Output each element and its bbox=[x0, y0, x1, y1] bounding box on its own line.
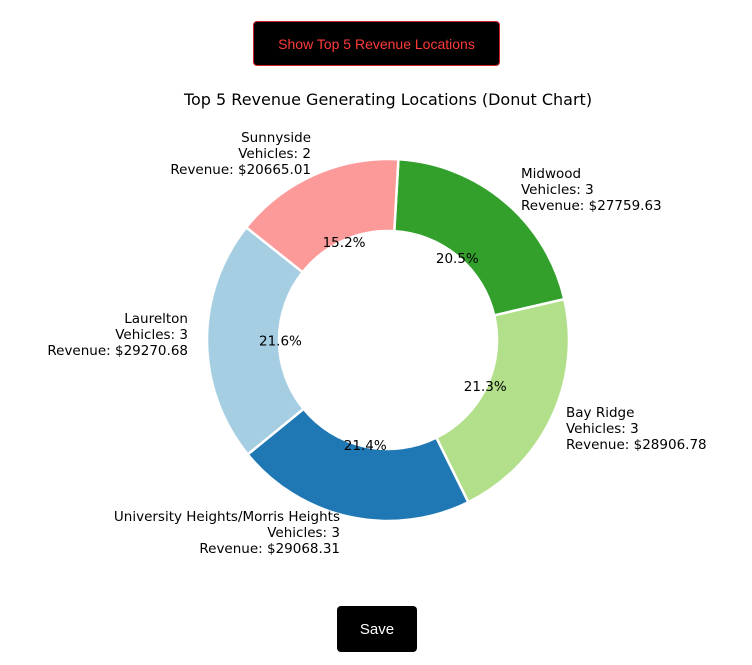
save-button[interactable]: Save bbox=[337, 606, 417, 652]
slice-vehicles-text: Vehicles: 3 bbox=[521, 182, 594, 198]
percent-label: 21.4% bbox=[344, 438, 387, 454]
slice-revenue-text: Revenue: $20665.01 bbox=[170, 162, 311, 178]
chart-title: Top 5 Revenue Generating Locations (Donu… bbox=[183, 90, 592, 109]
slice-outer-labels: Midwood Vehicles: 3 Revenue: $27759.63Bay … bbox=[47, 130, 706, 557]
slice-location-text: Laurelton bbox=[124, 311, 188, 327]
slice-label: Sunnyside Vehicles: 2 Revenue: $20665.01 bbox=[170, 130, 311, 178]
donut-slice-laurelton bbox=[205, 225, 306, 457]
slice-location-text: Sunnyside bbox=[241, 130, 311, 146]
percent-label: 21.6% bbox=[259, 334, 302, 350]
slice-vehicles-text: Vehicles: 3 bbox=[267, 525, 340, 541]
percent-labels: 20.5% 21.3% 21.4% 21.6% 15.2% bbox=[259, 235, 507, 454]
slice-vehicles-text: Vehicles: 3 bbox=[566, 421, 639, 437]
slice-revenue-text: Revenue: $29068.31 bbox=[199, 541, 340, 557]
slice-location-text: Midwood bbox=[521, 166, 581, 182]
show-top-5-revenue-locations-button[interactable]: Show Top 5 Revenue Locations bbox=[253, 21, 500, 66]
slice-revenue-text: Revenue: $27759.63 bbox=[521, 198, 662, 214]
slice-vehicles-text: Vehicles: 3 bbox=[115, 327, 188, 343]
percent-label: 15.2% bbox=[323, 235, 366, 251]
slice-location-text: University Heights/Morris Heights bbox=[114, 509, 340, 525]
slice-location-text: Bay Ridge bbox=[566, 405, 634, 421]
slice-revenue-text: Revenue: $28906.78 bbox=[566, 437, 707, 453]
donut-slices bbox=[205, 157, 571, 523]
donut-slice-university-heights-morris-heights bbox=[245, 407, 470, 523]
donut-slice-sunnyside bbox=[244, 157, 400, 274]
slice-label: Laurelton Vehicles: 3 Revenue: $29270.68 bbox=[47, 311, 188, 359]
slice-label: Bay Ridge Vehicles: 3 Revenue: $28906.78 bbox=[566, 405, 707, 453]
donut-slice-bay-ridge bbox=[434, 297, 571, 504]
slice-label: University Heights/Morris Heights Vehicle… bbox=[114, 509, 340, 557]
percent-label: 20.5% bbox=[436, 251, 479, 267]
percent-label: 21.3% bbox=[464, 379, 507, 395]
slice-vehicles-text: Vehicles: 2 bbox=[238, 146, 311, 162]
slice-revenue-text: Revenue: $29270.68 bbox=[47, 343, 188, 359]
slice-label: Midwood Vehicles: 3 Revenue: $27759.63 bbox=[521, 166, 662, 214]
